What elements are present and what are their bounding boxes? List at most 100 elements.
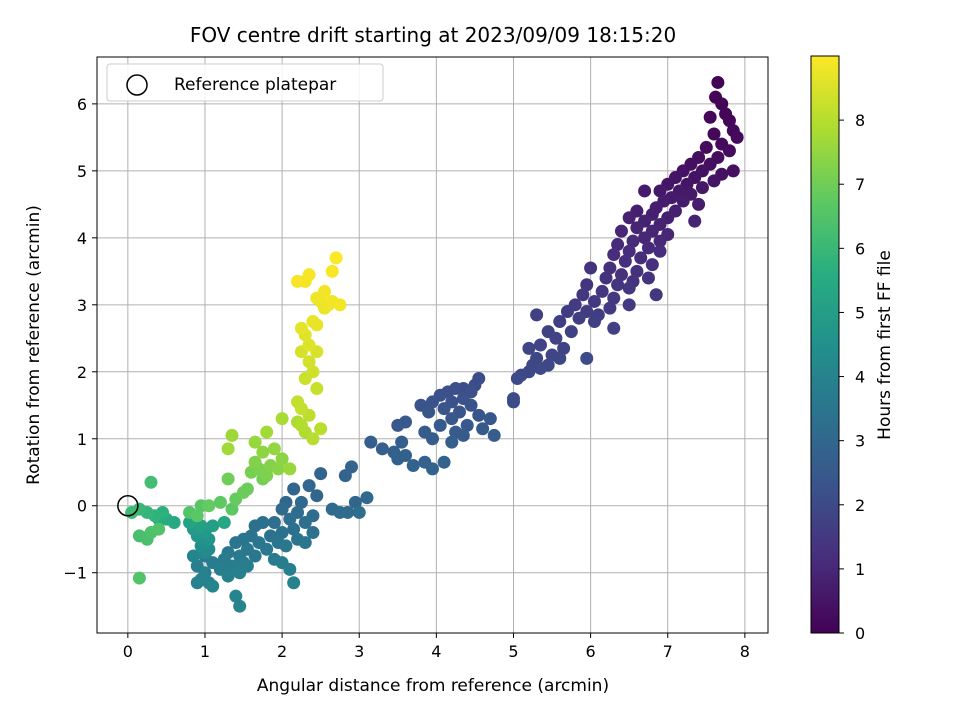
scatter-point <box>464 398 478 412</box>
scatter-point <box>298 515 312 529</box>
scatter-point <box>213 495 227 509</box>
scatter-point <box>456 428 470 442</box>
scatter-point <box>445 412 459 426</box>
scatter-point <box>580 351 594 365</box>
reference-platepar-marker <box>117 494 139 517</box>
scatter-point <box>275 412 289 426</box>
y-tick-label: 4 <box>77 229 87 248</box>
y-axis-ticks: −1 0 1 2 3 4 5 6 <box>63 95 97 583</box>
scatter-point <box>338 469 352 483</box>
scatter-point <box>248 435 262 449</box>
colorbar-tick-label: 7 <box>855 175 865 194</box>
x-tick-label: 1 <box>200 642 210 661</box>
scatter-point <box>688 214 702 228</box>
scatter-point <box>399 415 413 429</box>
scatter-point <box>433 418 447 432</box>
scatter-point <box>287 522 301 536</box>
scatter-point <box>653 234 667 248</box>
scatter-point <box>553 351 567 365</box>
scatter-point <box>707 127 721 141</box>
scatter-point <box>437 455 451 469</box>
scatter-point <box>225 428 239 442</box>
scatter-point <box>283 562 297 576</box>
x-tick-label: 2 <box>277 642 287 661</box>
scatter-point <box>260 425 274 439</box>
scatter-point <box>333 505 347 519</box>
scatter-point <box>248 455 262 469</box>
scatter-point <box>699 140 713 154</box>
scatter-point <box>715 97 729 111</box>
scatter-point <box>603 261 617 275</box>
scatter-point <box>711 75 725 89</box>
scatter-point <box>437 402 451 416</box>
scatter-point <box>318 284 332 298</box>
scatter-point <box>611 278 625 292</box>
scatter-point <box>229 589 243 603</box>
scatter-point <box>730 130 744 144</box>
x-tick-label: 5 <box>508 642 518 661</box>
scatter-point <box>510 371 524 385</box>
scatter-point <box>360 491 374 505</box>
scatter-point <box>676 194 690 208</box>
y-tick-label: 5 <box>77 162 87 181</box>
scatter-point <box>607 321 621 335</box>
scatter-point <box>445 435 459 449</box>
x-tick-label: 3 <box>354 642 364 661</box>
colorbar-label: Hours from first FF file <box>875 250 895 440</box>
scatter-point <box>333 298 347 312</box>
y-tick-label: −1 <box>63 564 87 583</box>
scatter-point <box>576 288 590 302</box>
scatter-point <box>614 224 628 238</box>
scatter-point <box>233 566 247 580</box>
x-tick-label: 7 <box>663 642 673 661</box>
scatter-point <box>279 539 293 553</box>
scatter-point <box>614 268 628 282</box>
scatter-point <box>294 402 308 416</box>
scatter-point <box>287 576 301 590</box>
scatter-point <box>302 268 316 282</box>
scatter-point <box>225 502 239 516</box>
colorbar: 0 1 2 3 4 5 6 7 8 Hours from first FF file <box>810 55 895 643</box>
scatter-point <box>298 536 312 550</box>
y-axis-label: Rotation from reference (arcmin) <box>24 205 44 485</box>
scatter-point <box>426 395 439 409</box>
scatter-point <box>190 509 204 523</box>
scatter-point <box>599 271 613 285</box>
x-tick-label: 4 <box>431 642 441 661</box>
x-tick-label: 8 <box>740 642 750 661</box>
scatter-point <box>329 251 343 265</box>
scatter-point <box>194 519 208 533</box>
scatter-point <box>306 365 320 379</box>
scatter-point <box>302 479 316 493</box>
chart-title: FOV centre drift starting at 2023/09/09 … <box>190 23 676 47</box>
scatter-point <box>406 459 420 473</box>
scatter-point <box>206 579 220 593</box>
scatter-point <box>144 475 158 489</box>
scatter-points <box>117 75 744 613</box>
scatter-point <box>352 505 366 519</box>
scatter-point <box>487 428 501 442</box>
scatter-point <box>348 495 362 509</box>
scatter-point <box>641 241 655 255</box>
scatter-point <box>607 291 621 305</box>
scatter-point <box>553 315 567 329</box>
scatter-point <box>283 462 297 476</box>
scatter-point <box>395 435 409 449</box>
scatter-point <box>572 311 586 325</box>
scatter-point <box>291 274 305 288</box>
scatter-point <box>233 599 247 613</box>
scatter-point <box>703 110 717 124</box>
scatter-point <box>460 418 474 432</box>
plot-frame <box>96 56 769 634</box>
scatter-point <box>325 264 339 278</box>
scatter-point <box>267 515 281 529</box>
x-tick-label: 6 <box>586 642 596 661</box>
scatter-point <box>426 462 439 476</box>
scatter-point <box>707 174 721 188</box>
scatter-point <box>283 512 297 526</box>
scatter-point <box>622 211 636 225</box>
colorbar-tick-label: 3 <box>855 432 865 451</box>
colorbar-gradient <box>810 55 840 634</box>
scatter-point <box>630 221 644 235</box>
